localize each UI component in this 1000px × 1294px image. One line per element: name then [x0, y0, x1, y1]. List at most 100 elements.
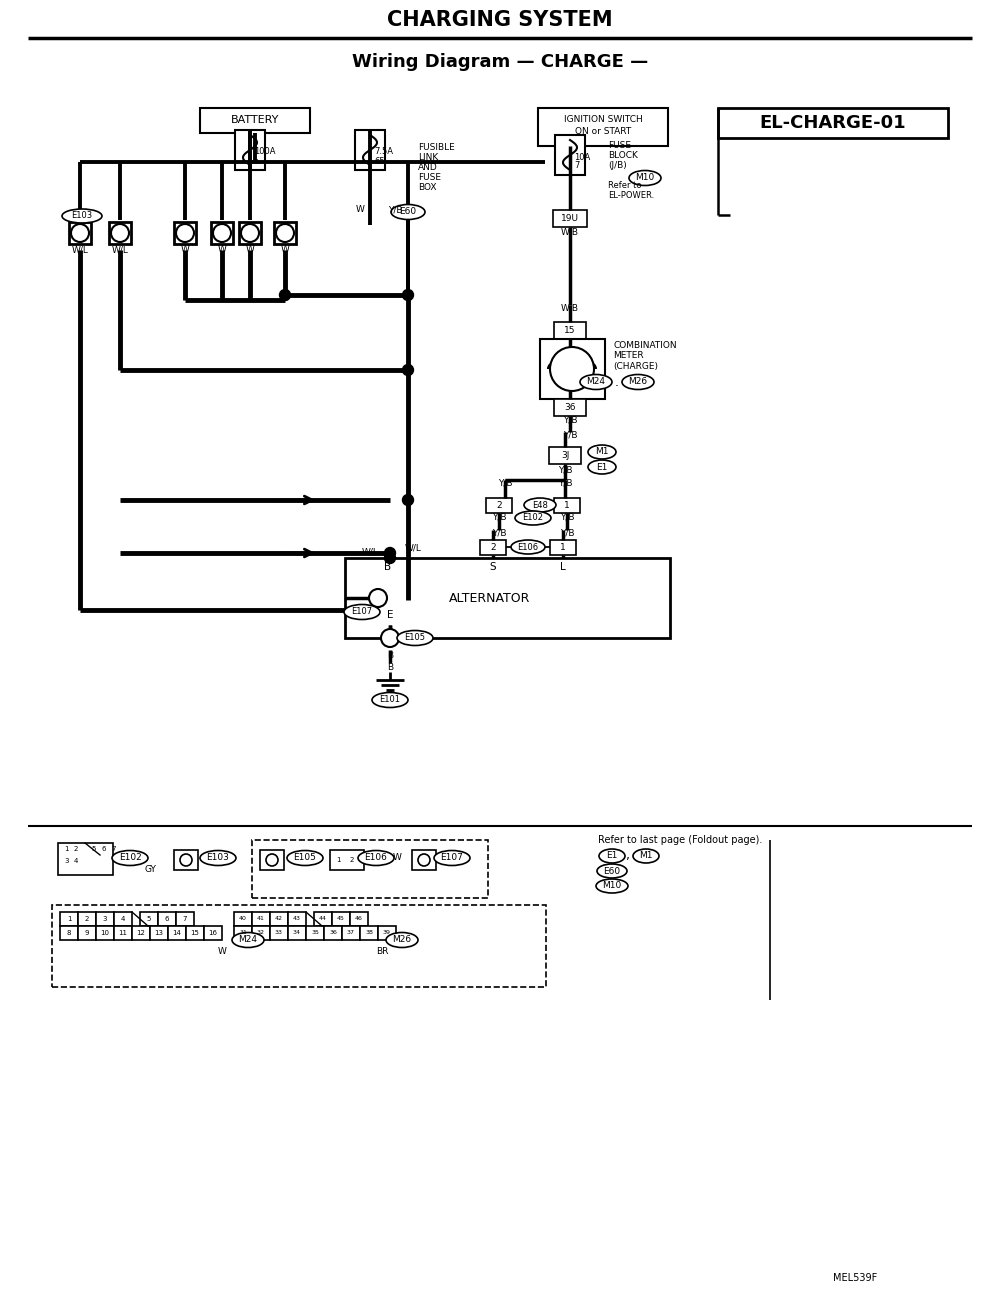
- Circle shape: [402, 494, 414, 506]
- Bar: [200, 107, 310, 133]
- Text: E103: E103: [71, 211, 93, 220]
- Text: E107: E107: [351, 607, 373, 616]
- Bar: [350, 912, 368, 927]
- Bar: [480, 540, 506, 555]
- Text: 7.5A: 7.5A: [374, 148, 393, 157]
- Text: E: E: [387, 609, 393, 620]
- Bar: [270, 912, 288, 927]
- Bar: [239, 223, 261, 245]
- Bar: [324, 927, 342, 939]
- Text: E102: E102: [522, 514, 544, 523]
- Text: 40: 40: [239, 916, 247, 921]
- Text: Y/B: Y/B: [558, 466, 572, 475]
- Text: Refer to: Refer to: [608, 180, 642, 189]
- Text: 38: 38: [365, 930, 373, 936]
- Text: 10: 10: [100, 930, 110, 936]
- Bar: [260, 850, 284, 870]
- Text: FUSE: FUSE: [608, 141, 631, 150]
- Bar: [486, 498, 512, 512]
- Bar: [234, 912, 252, 927]
- Text: 36: 36: [564, 402, 576, 411]
- Text: E48: E48: [532, 501, 548, 510]
- Text: 15: 15: [564, 326, 576, 335]
- Text: E101: E101: [380, 695, 400, 704]
- Text: W/B: W/B: [561, 304, 579, 312]
- Text: 1: 1: [560, 543, 566, 553]
- Ellipse shape: [588, 445, 616, 459]
- Ellipse shape: [599, 849, 625, 863]
- Bar: [540, 339, 605, 399]
- Text: 2: 2: [496, 501, 502, 510]
- Text: M26: M26: [628, 378, 648, 387]
- Bar: [52, 905, 546, 987]
- Bar: [360, 927, 378, 939]
- Circle shape: [276, 224, 294, 242]
- Text: 41: 41: [257, 916, 265, 921]
- Circle shape: [280, 290, 290, 300]
- Text: 45: 45: [337, 916, 345, 921]
- Text: S: S: [490, 562, 496, 572]
- Bar: [378, 927, 396, 939]
- Bar: [176, 912, 194, 927]
- Text: M24: M24: [586, 378, 606, 387]
- Bar: [158, 912, 176, 927]
- Bar: [96, 927, 114, 939]
- Bar: [306, 927, 324, 939]
- Ellipse shape: [62, 210, 102, 223]
- Bar: [270, 927, 288, 939]
- Text: AND: AND: [418, 163, 438, 172]
- Text: B: B: [387, 663, 393, 672]
- Circle shape: [266, 854, 278, 866]
- Circle shape: [241, 224, 259, 242]
- Text: W/B: W/B: [561, 228, 579, 237]
- Text: MEL539F: MEL539F: [833, 1273, 877, 1282]
- Ellipse shape: [580, 374, 612, 389]
- Text: 44: 44: [319, 916, 327, 921]
- Text: 7: 7: [574, 162, 579, 171]
- Bar: [234, 927, 252, 939]
- Text: Y/B: Y/B: [563, 431, 577, 440]
- Bar: [78, 927, 96, 939]
- Text: 1: 1: [564, 501, 570, 510]
- Text: 46: 46: [355, 916, 363, 921]
- Bar: [109, 223, 131, 245]
- Bar: [412, 850, 436, 870]
- Text: GY: GY: [144, 866, 156, 875]
- Ellipse shape: [633, 849, 659, 863]
- Text: W: W: [218, 246, 226, 255]
- Text: W: W: [281, 246, 289, 255]
- Text: 10A: 10A: [574, 153, 590, 162]
- Text: Y/B: Y/B: [492, 512, 506, 521]
- Bar: [186, 927, 204, 939]
- Text: W: W: [181, 246, 189, 255]
- Text: W/L: W/L: [112, 246, 128, 255]
- Text: Refer to last page (Foldout page).: Refer to last page (Foldout page).: [598, 835, 762, 845]
- Ellipse shape: [232, 933, 264, 947]
- Text: Y/B: Y/B: [492, 528, 506, 537]
- Bar: [718, 107, 948, 138]
- Circle shape: [384, 547, 396, 559]
- Ellipse shape: [397, 630, 433, 646]
- Text: Wiring Diagram — CHARGE —: Wiring Diagram — CHARGE —: [352, 53, 648, 71]
- Text: (J/B): (J/B): [608, 160, 627, 170]
- Ellipse shape: [372, 692, 408, 708]
- Text: Y/B: Y/B: [560, 512, 574, 521]
- Text: 1: 1: [64, 846, 68, 851]
- Text: COMBINATION: COMBINATION: [613, 340, 677, 349]
- Text: BOX: BOX: [418, 184, 436, 193]
- Text: 65: 65: [374, 157, 385, 166]
- Ellipse shape: [112, 850, 148, 866]
- Text: E60: E60: [603, 867, 621, 876]
- Bar: [78, 912, 96, 927]
- Ellipse shape: [511, 540, 545, 554]
- Ellipse shape: [358, 850, 394, 866]
- Bar: [549, 446, 581, 465]
- Ellipse shape: [434, 850, 470, 866]
- Text: 14: 14: [173, 930, 181, 936]
- Bar: [288, 912, 306, 927]
- Bar: [553, 210, 587, 226]
- Text: B: B: [387, 651, 393, 660]
- Bar: [114, 912, 132, 927]
- Text: 34: 34: [293, 930, 301, 936]
- Text: 11: 11: [119, 930, 128, 936]
